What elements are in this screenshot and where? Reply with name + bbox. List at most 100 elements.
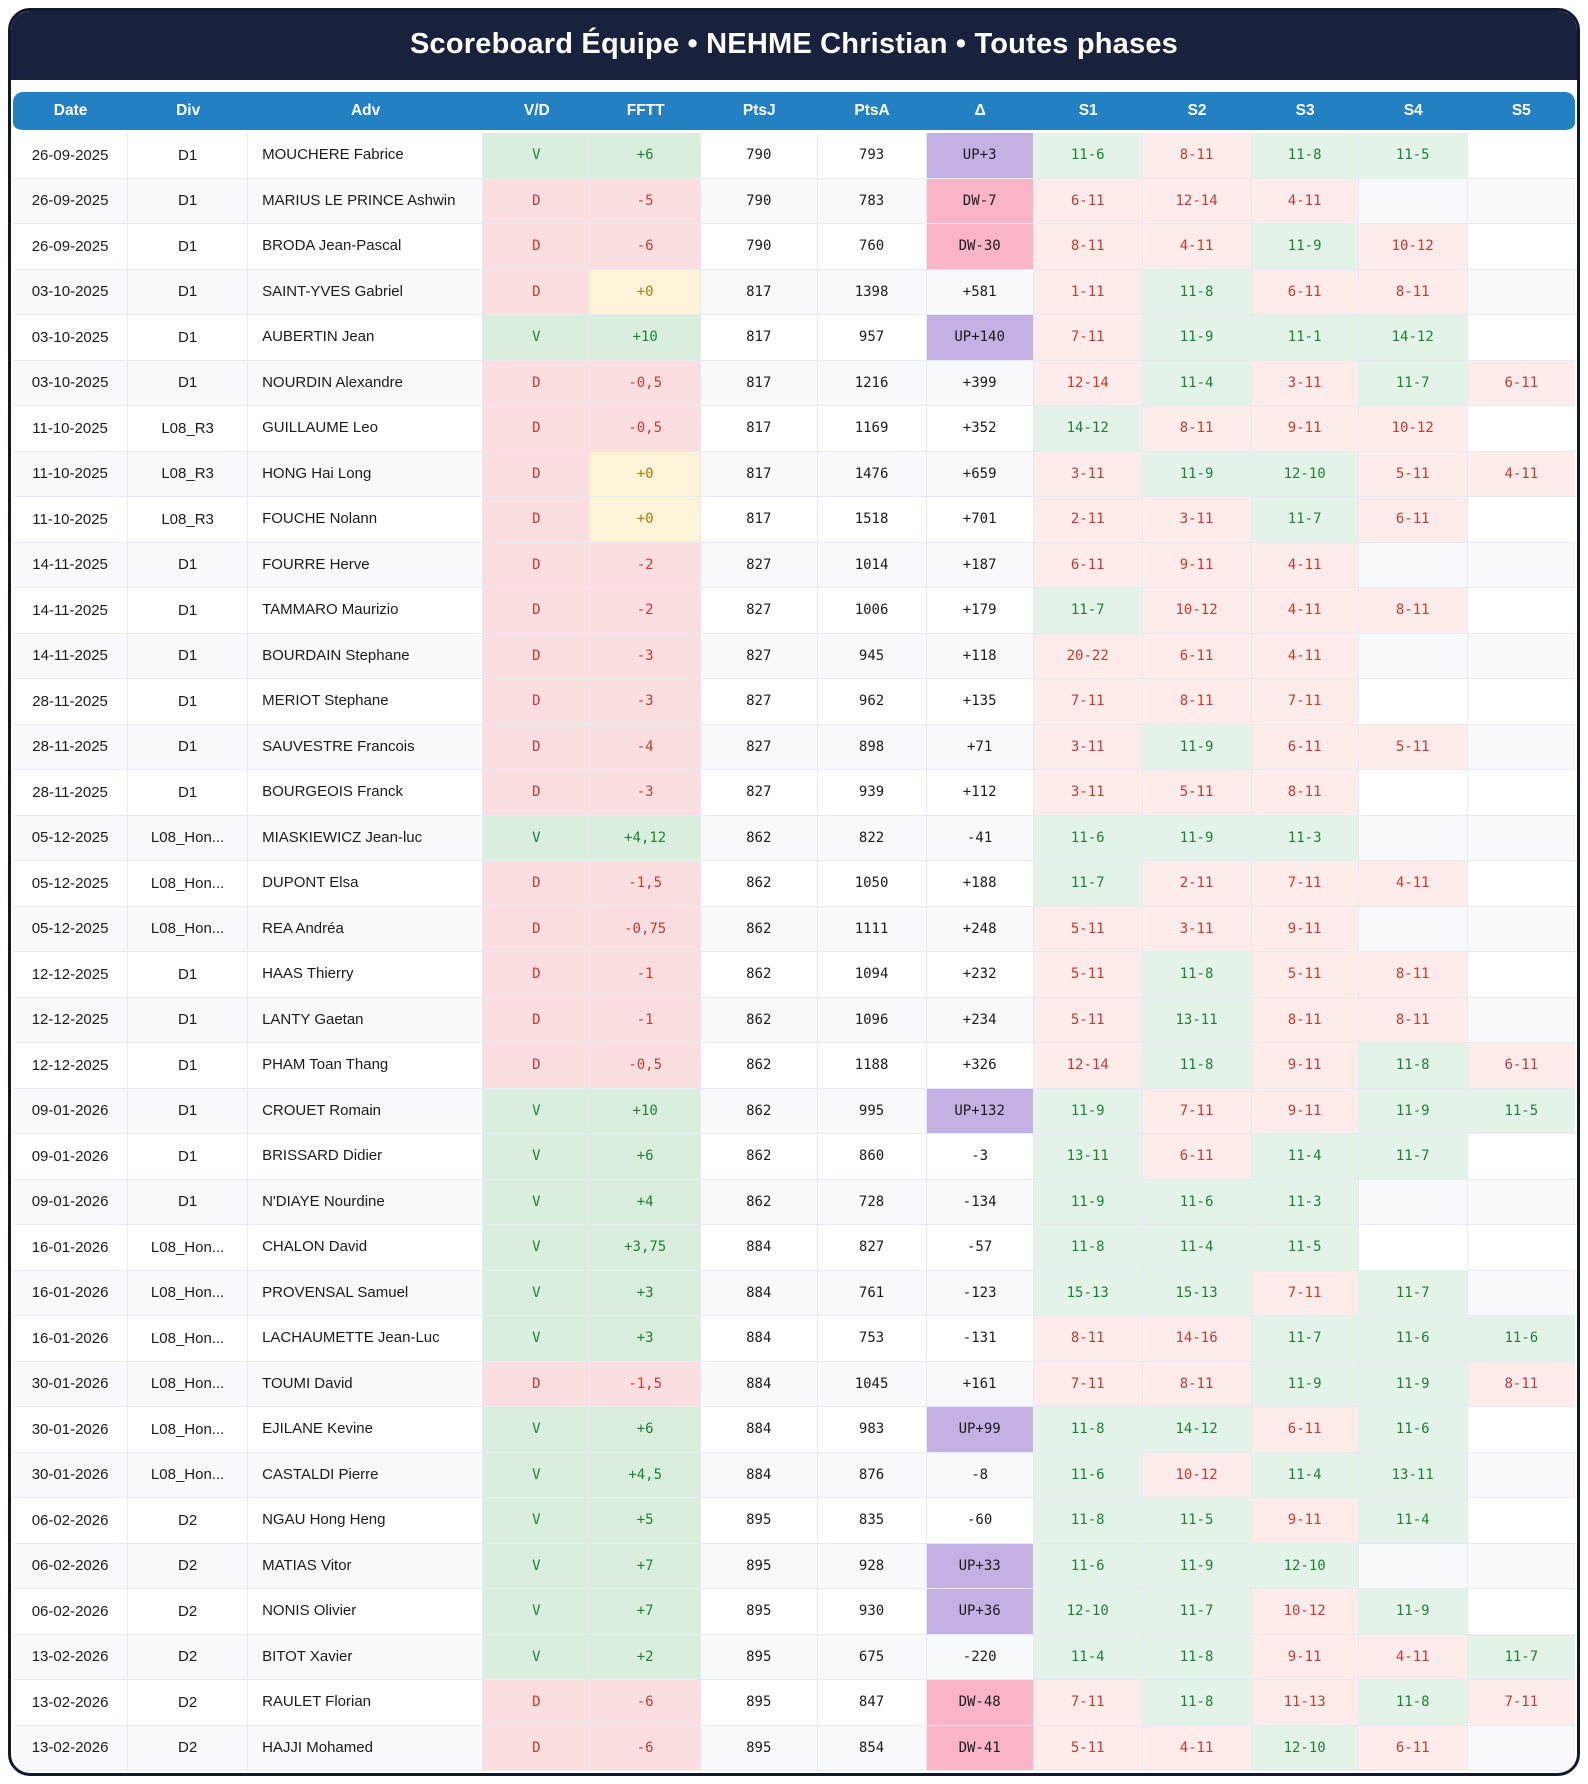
cell-delta: -123 [926,1270,1034,1316]
cell-set-s3: 9-11 [1251,1043,1359,1089]
cell-set-s4 [1358,906,1468,952]
column-header-s1: S1 [1033,92,1143,133]
cell-set-s3: 9-11 [1251,1634,1359,1680]
cell-set-s3: 8-11 [1251,997,1359,1043]
cell-set-s5 [1467,1498,1575,1544]
page-title: Scoreboard Équipe • NEHME Christian • To… [410,28,1178,60]
cell-adv: SAINT-YVES Gabriel [248,269,484,315]
cell-set-s1: 11-7 [1033,861,1143,907]
cell-set-s1: 11-6 [1033,133,1143,179]
cell-set-s5 [1467,588,1575,634]
cell-ptsa: 962 [817,679,927,725]
cell-div: D1 [128,542,249,588]
table-row: 28-11-2025 D1 MERIOT Stephane D -3 827 962 +135… [13,679,1575,725]
cell-ptsa: 1398 [817,269,927,315]
cell-date: 28-11-2025 [13,724,129,770]
cell-adv: TOUMI David [248,1361,484,1407]
cell-set-s4 [1358,1179,1468,1225]
cell-ptsj: 817 [700,269,818,315]
cell-set-s2: 11-9 [1142,815,1252,861]
table-row: 03-10-2025 D1 NOURDIN Alexandre D -0,5 817 121… [13,360,1575,406]
column-header-s3: S3 [1251,92,1359,133]
cell-adv: RAULET Florian [248,1680,484,1726]
cell-delta: -57 [926,1225,1034,1271]
cell-set-s4: 6-11 [1358,1725,1468,1771]
table-header-row: Date Div Adv V/D FFTT PtsJ PtsA Δ S1 S2 S3 S4 S5 [13,92,1575,133]
cell-vd: V [483,1179,591,1225]
cell-div: D1 [128,1088,249,1134]
cell-ptsj: 827 [700,588,818,634]
cell-set-s1: 11-7 [1033,588,1143,634]
cell-set-s3: 6-11 [1251,269,1359,315]
cell-set-s1: 7-11 [1033,315,1143,361]
cell-set-s1: 3-11 [1033,451,1143,497]
cell-set-s5: 6-11 [1467,360,1575,406]
cell-div: D1 [128,269,249,315]
cell-set-s1: 11-8 [1033,1407,1143,1453]
cell-ptsa: 1096 [817,997,927,1043]
cell-date: 11-10-2025 [13,406,129,452]
cell-set-s4: 8-11 [1358,952,1468,998]
cell-fftt: +0 [590,497,701,543]
cell-set-s3: 11-5 [1251,1225,1359,1271]
cell-adv: BITOT Xavier [248,1634,484,1680]
cell-adv: MATIAS Vitor [248,1543,484,1589]
cell-set-s1: 6-11 [1033,178,1143,224]
cell-set-s2: 5-11 [1142,770,1252,816]
cell-ptsa: 835 [817,1498,927,1544]
cell-date: 13-02-2026 [13,1680,129,1726]
cell-ptsj: 790 [700,224,818,270]
table-row: 03-10-2025 D1 SAINT-YVES Gabriel D +0 817 1398… [13,269,1575,315]
column-header-s4: S4 [1358,92,1468,133]
cell-div: L08_Hon... [128,861,249,907]
cell-set-s1: 2-11 [1033,497,1143,543]
cell-delta: DW-7 [926,178,1034,224]
cell-delta: +352 [926,406,1034,452]
cell-fftt: -6 [590,224,701,270]
cell-set-s1: 3-11 [1033,724,1143,770]
table-row: 16-01-2026 L08_Hon... CHALON David V +3,75 88… [13,1225,1575,1271]
cell-delta: +71 [926,724,1034,770]
cell-set-s3: 9-11 [1251,406,1359,452]
cell-adv: BRODA Jean-Pascal [248,224,484,270]
cell-set-s5 [1467,633,1575,679]
table-row: 28-11-2025 D1 SAUVESTRE Francois D -4 827 898 +… [13,724,1575,770]
cell-vd: D [483,724,591,770]
cell-set-s2: 11-9 [1142,451,1252,497]
table-row: 30-01-2026 L08_Hon... EJILANE Kevine V +6 884… [13,1407,1575,1453]
cell-set-s4: 8-11 [1358,588,1468,634]
cell-fftt: +10 [590,1088,701,1134]
cell-ptsa: 728 [817,1179,927,1225]
cell-ptsa: 753 [817,1316,927,1362]
cell-set-s5 [1467,724,1575,770]
cell-delta: -41 [926,815,1034,861]
cell-date: 26-09-2025 [13,178,129,224]
cell-date: 12-12-2025 [13,1043,129,1089]
cell-ptsa: 928 [817,1543,927,1589]
cell-set-s1: 20-22 [1033,633,1143,679]
cell-fftt: +3 [590,1316,701,1362]
cell-delta: DW-30 [926,224,1034,270]
cell-set-s3: 7-11 [1251,1270,1359,1316]
cell-delta: -3 [926,1134,1034,1180]
cell-div: D2 [128,1543,249,1589]
cell-set-s5 [1467,133,1575,179]
cell-vd: D [483,588,591,634]
cell-date: 28-11-2025 [13,770,129,816]
cell-ptsj: 827 [700,679,818,725]
cell-vd: D [483,997,591,1043]
cell-set-s1: 7-11 [1033,1361,1143,1407]
table-row: 14-11-2025 D1 BOURDAIN Stephane D -3 827 945 +1… [13,633,1575,679]
cell-set-s1: 7-11 [1033,679,1143,725]
cell-set-s4: 11-6 [1358,1407,1468,1453]
cell-adv: LANTY Gaetan [248,997,484,1043]
cell-fftt: -2 [590,588,701,634]
cell-set-s2: 11-8 [1142,952,1252,998]
table-row: 03-10-2025 D1 AUBERTIN Jean V +10 817 957 UP+14… [13,315,1575,361]
cell-vd: D [483,269,591,315]
cell-ptsa: 1014 [817,542,927,588]
cell-set-s5 [1467,861,1575,907]
cell-set-s5: 11-6 [1467,1316,1575,1362]
cell-fftt: -0,5 [590,360,701,406]
table-row: 05-12-2025 L08_Hon... DUPONT Elsa D -1,5 862 1… [13,861,1575,907]
